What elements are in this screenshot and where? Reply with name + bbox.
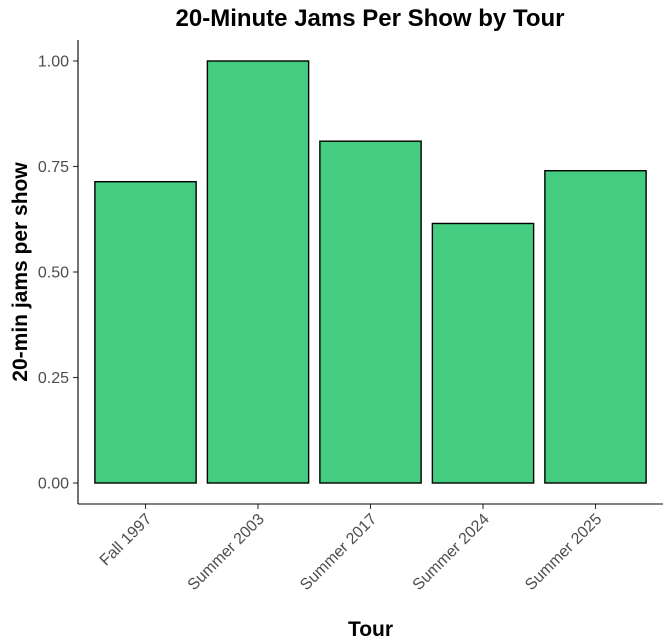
y-tick-label: 0.75: [38, 159, 69, 176]
x-tick-label: Summer 2024: [410, 511, 493, 594]
x-tick-label: Summer 2017: [297, 511, 380, 594]
x-tick-label: Summer 2025: [522, 511, 605, 594]
bar: [544, 170, 647, 484]
bar: [206, 60, 310, 484]
bar: [94, 180, 197, 484]
x-tick-label: Fall 1997: [97, 511, 156, 570]
y-tick-label: 0.25: [38, 370, 69, 387]
bars: [94, 60, 647, 484]
y-tick-label: 0.50: [38, 265, 69, 282]
x-tick-label: Summer 2003: [185, 511, 268, 594]
bar: [319, 140, 422, 484]
y-axis-ticks: 0.00 0.25 0.50 0.75 1.00: [38, 54, 78, 493]
chart-title: 20-Minute Jams Per Show by Tour: [176, 5, 565, 32]
x-axis-ticks: Fall 1997 Summer 2003 Summer 2017 Summer 20…: [97, 504, 605, 594]
x-axis-title: Tour: [348, 618, 393, 641]
y-tick-label: 0.00: [38, 476, 69, 493]
y-tick-label: 1.00: [38, 54, 69, 71]
y-axis-title: 20-min jams per show: [9, 162, 32, 382]
bar: [431, 222, 535, 484]
